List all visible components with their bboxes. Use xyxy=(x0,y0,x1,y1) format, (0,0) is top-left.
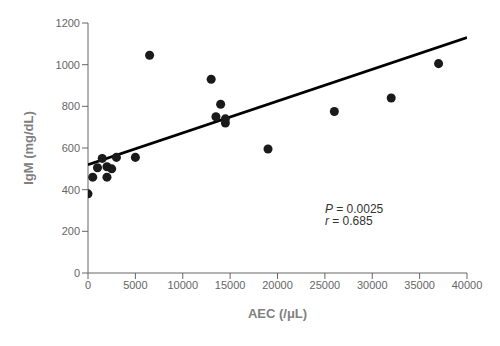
svg-text:25000: 25000 xyxy=(310,279,341,291)
svg-text:600: 600 xyxy=(62,142,80,154)
svg-text:0: 0 xyxy=(85,279,91,291)
svg-text:35000: 35000 xyxy=(404,279,435,291)
svg-text:0: 0 xyxy=(74,267,80,279)
svg-text:800: 800 xyxy=(62,100,80,112)
svg-text:1200: 1200 xyxy=(56,17,80,29)
svg-text:5000: 5000 xyxy=(123,279,147,291)
svg-text:200: 200 xyxy=(62,225,80,237)
svg-text:40000: 40000 xyxy=(452,279,483,291)
svg-text:15000: 15000 xyxy=(215,279,246,291)
svg-text:IgM (mg/dL): IgM (mg/dL) xyxy=(21,111,36,185)
svg-text:r = 0.685: r = 0.685 xyxy=(325,214,373,228)
svg-text:20000: 20000 xyxy=(262,279,293,291)
svg-text:10000: 10000 xyxy=(167,279,198,291)
svg-text:AEC (/μL): AEC (/μL) xyxy=(248,306,307,321)
svg-text:1000: 1000 xyxy=(56,59,80,71)
svg-text:400: 400 xyxy=(62,184,80,196)
svg-text:P = 0.0025: P = 0.0025 xyxy=(324,202,384,217)
svg-text:30000: 30000 xyxy=(357,279,388,291)
